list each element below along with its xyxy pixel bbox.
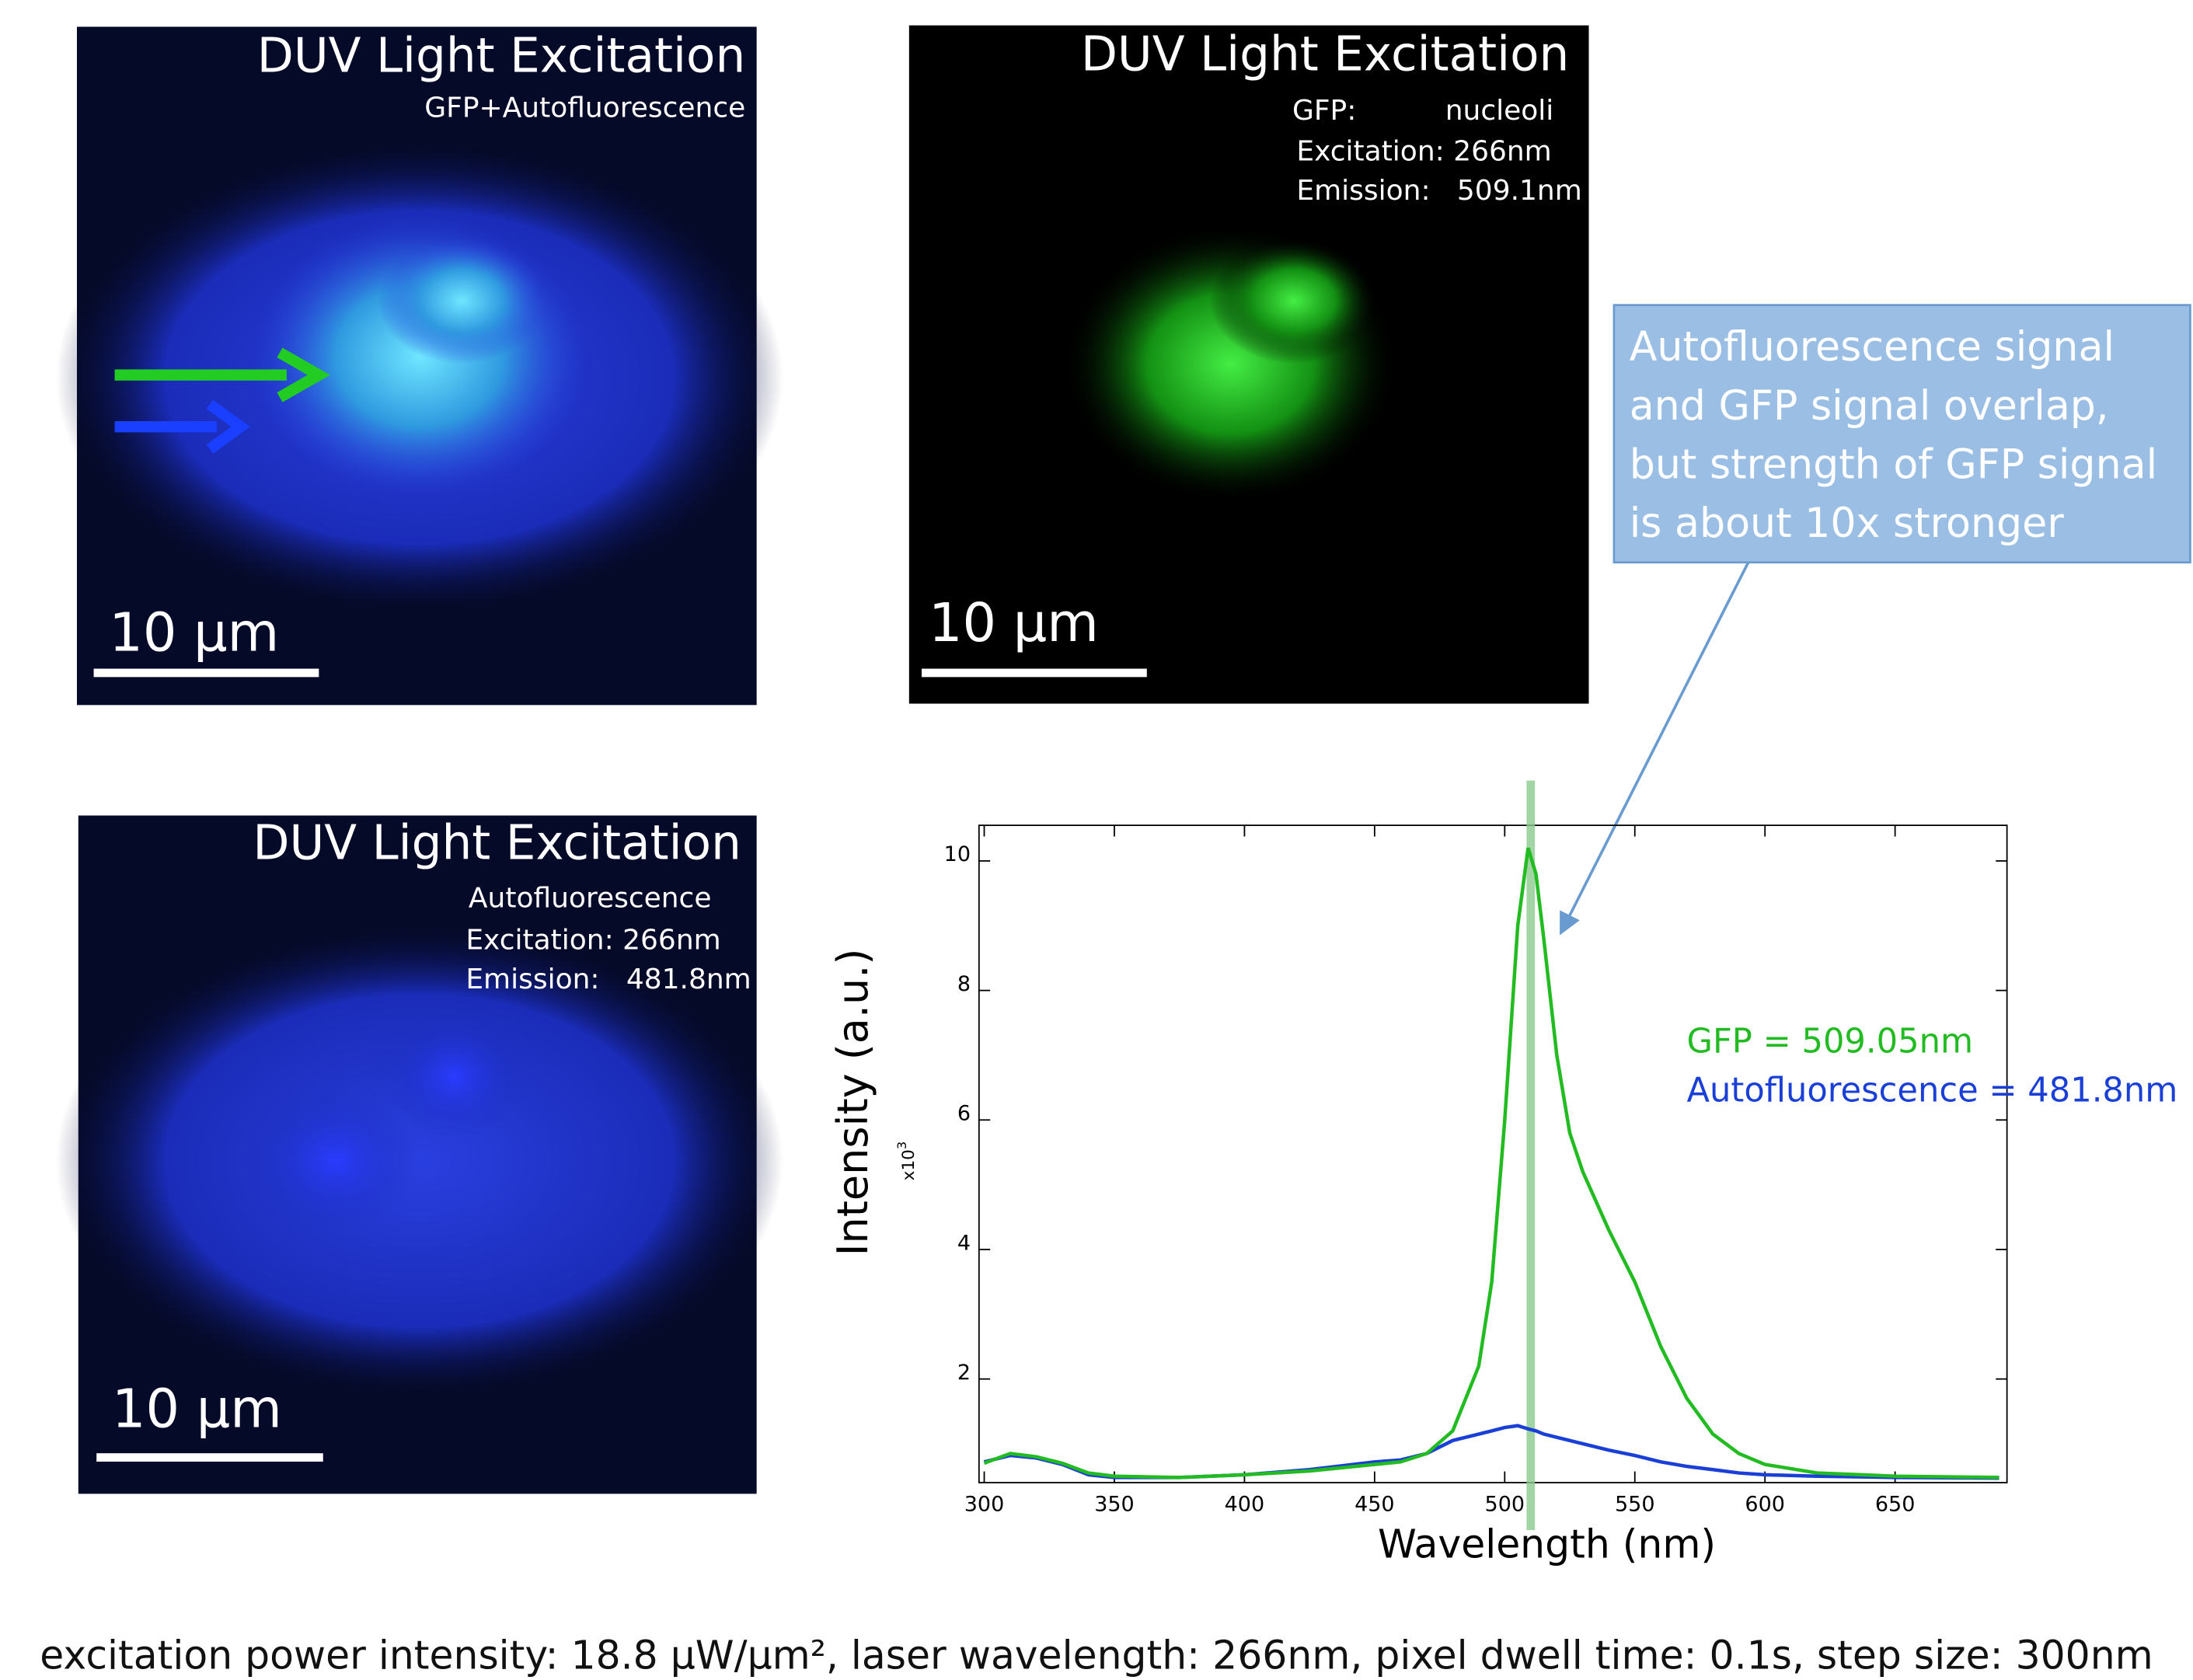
- x-axis-label: Wavelength (nm): [1378, 1521, 1716, 1567]
- panel-title: DUV Light Excitation: [257, 28, 746, 83]
- scale-label: 10 µm: [112, 1379, 282, 1441]
- callout-text: is about 10x stronger: [1630, 500, 2065, 547]
- y-tick-label: 6: [957, 1102, 971, 1126]
- panel-info: Emission: 481.8nm: [465, 964, 751, 995]
- callout-text: and GFP signal overlap,: [1630, 383, 2109, 430]
- panel-info: Excitation: 266nm: [1296, 135, 1551, 167]
- panel-info: Emission: 509.1nm: [1296, 175, 1581, 207]
- y-unit: x103: [894, 1141, 918, 1181]
- x-tick-label: 350: [1094, 1492, 1135, 1516]
- plot-frame: [978, 824, 2008, 1483]
- panel-info: Autofluorescence: [469, 882, 712, 914]
- panel-info: Excitation: 266nm: [465, 924, 720, 956]
- image-panel: [908, 25, 1589, 704]
- legend-entry: GFP = 509.05nm: [1686, 1022, 1973, 1061]
- image-panel: [55, 26, 783, 706]
- x-tick-label: 300: [964, 1492, 1005, 1516]
- callout-text: Autofluorescence signal: [1630, 324, 2115, 371]
- x-tick-label: 600: [1745, 1492, 1785, 1516]
- x-tick-label: 500: [1485, 1492, 1525, 1516]
- panel-title: DUV Light Excitation: [1081, 27, 1570, 82]
- panel-info: GFP: nucleoli: [1292, 95, 1553, 127]
- scale-label: 10 µm: [929, 593, 1099, 654]
- panel-title: DUV Light Excitation: [253, 816, 741, 871]
- y-unit-base: x10: [899, 1149, 919, 1180]
- scale-label: 10 µm: [109, 603, 279, 664]
- callout-arrow: [1560, 561, 1750, 936]
- panel-info: GFP+Autofluorescence: [424, 92, 745, 124]
- y-axis-label: Intensity (a.u.): [828, 949, 877, 1257]
- series-line: [983, 1424, 2000, 1480]
- image-panel: [55, 815, 783, 1494]
- y-unit-exp: 3: [894, 1141, 908, 1149]
- x-tick-label: 650: [1875, 1492, 1916, 1516]
- series-line: [983, 847, 2000, 1480]
- y-tick-label: 4: [957, 1231, 971, 1255]
- y-tick-label: 8: [957, 972, 971, 996]
- y-tick-label: 2: [957, 1361, 971, 1385]
- y-tick-label: 10: [944, 842, 971, 866]
- caption: excitation power intensity: 18.8 µW/µm²,…: [40, 1632, 2153, 1678]
- callout-text: but strength of GFP signal: [1630, 441, 2157, 488]
- x-tick-label: 550: [1615, 1492, 1655, 1516]
- callout-box: [1612, 304, 2191, 564]
- x-tick-label: 450: [1354, 1492, 1395, 1516]
- x-tick-label: 400: [1225, 1492, 1265, 1516]
- legend-entry: Autofluorescence = 481.8nm: [1686, 1071, 2177, 1110]
